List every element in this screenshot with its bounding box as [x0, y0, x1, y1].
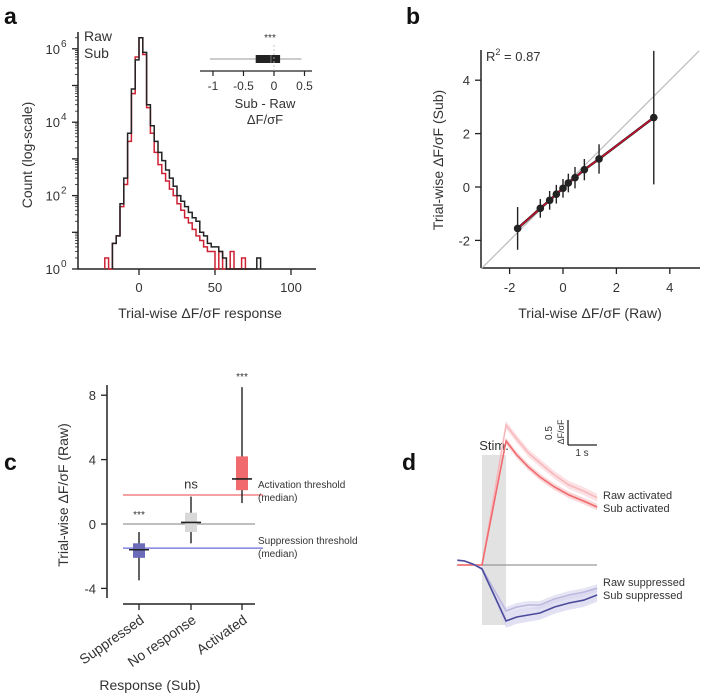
series-label: Raw activated: [603, 490, 672, 502]
threshold-label-median: (median): [258, 549, 297, 560]
r-squared-value: = 0.87: [500, 49, 540, 64]
inset-x-tick-label: 0.5: [296, 79, 313, 93]
panel-b-letter: b: [406, 3, 420, 29]
inset-x-tick-label: -1: [208, 79, 219, 93]
legend-raw: Raw: [84, 28, 113, 44]
data-point: [513, 224, 522, 233]
threshold-label-median: (median): [258, 493, 297, 504]
y-tick-label: 0: [463, 180, 470, 195]
trace-sub-suppressed: [457, 559, 598, 623]
x-tick-label: Activated: [193, 611, 249, 657]
panel-c-letter: c: [4, 449, 17, 475]
y-tick-label: 4: [463, 73, 470, 88]
y-tick-exponent: 6: [61, 39, 67, 50]
y-tick-label: 10: [46, 115, 60, 130]
threshold-label: Activation threshold: [258, 480, 345, 491]
x-tick-label: 0: [135, 280, 142, 295]
y-tick-label: 10: [46, 42, 60, 57]
y-tick-exponent: 4: [61, 112, 67, 123]
inset-box: [255, 55, 281, 63]
sem-band: [457, 560, 598, 628]
scalebar-y-unit: ΔF/σF: [556, 419, 566, 445]
x-axis-label: Trial-wise ΔF/σF response: [118, 305, 282, 321]
y-axis-label: Trial-wise ΔF/σF (Sub): [430, 90, 446, 230]
threshold-label: Suppression threshold: [258, 536, 358, 547]
x-tick-label: -2: [504, 280, 516, 295]
y-tick-label: 2: [463, 127, 470, 142]
trace-sub-activated: [457, 439, 598, 566]
sem-band: [457, 437, 598, 565]
histogram-sub: [104, 37, 250, 270]
data-point: [536, 204, 545, 213]
panel-d-letter: d: [402, 449, 416, 475]
y-tick-label: -2: [458, 233, 470, 248]
inset-x-label-unit: ΔF/σF: [247, 112, 283, 127]
inset-x-tick-label: 0: [271, 79, 278, 93]
series-label: Sub activated: [603, 503, 670, 515]
x-tick-label: 50: [208, 280, 222, 295]
y-tick-label: 0: [89, 517, 96, 532]
y-tick-label: 4: [89, 453, 96, 468]
box: [236, 456, 248, 491]
r-squared-exponent: 2: [495, 47, 500, 57]
x-axis-label: Response (Sub): [99, 677, 200, 693]
box: [133, 543, 145, 558]
y-tick-label: 10: [46, 262, 60, 277]
inset-significance: ***: [264, 33, 276, 44]
identity-line: [480, 50, 700, 270]
x-tick-label: 0: [559, 280, 566, 295]
scalebar-y-value: 0.5: [544, 426, 555, 440]
x-axis-label: Trial-wise ΔF/σF (Raw): [518, 305, 661, 321]
x-tick-label: 100: [280, 280, 302, 295]
data-point: [564, 179, 573, 187]
panel-a-letter: a: [4, 3, 17, 29]
y-tick-exponent: 0: [61, 259, 67, 270]
panel-b-scatter: -2 0 2 4 -2 0 2 4 Trial-wise ΔF/σF (Raw) Trial-wi…: [430, 47, 700, 321]
data-point: [595, 155, 603, 163]
histogram-raw: [111, 37, 262, 270]
series-label: Sub suppressed: [603, 590, 683, 602]
inset-x-tick-label: -0.5: [233, 79, 254, 93]
data-point: [571, 173, 579, 182]
scalebar-x-label: 1 s: [575, 448, 588, 459]
data-point: [545, 196, 554, 205]
data-point: [559, 184, 567, 193]
y-tick-exponent: 2: [61, 186, 67, 197]
data-point: [649, 113, 658, 122]
series-label: Raw suppressed: [603, 577, 685, 589]
y-axis-label: Count (log-scale): [19, 102, 35, 209]
significance-label: ns: [184, 477, 198, 492]
y-axis-label: Trial-wise ΔF/σF (Raw): [55, 423, 71, 566]
y-tick-label: 10: [46, 189, 60, 204]
r-squared-annotation: R2 = 0.87: [486, 47, 541, 64]
r-squared-label: R: [486, 49, 495, 64]
data-point: [552, 190, 561, 199]
significance-label: ***: [133, 510, 145, 521]
y-tick-label: -4: [84, 581, 96, 596]
legend-sub: Sub: [84, 45, 109, 61]
x-tick-label: 2: [613, 280, 620, 295]
sem-band: [457, 560, 598, 615]
inset-x-label: Sub - Raw: [235, 96, 296, 111]
panel-c-boxplot: -4 0 4 8 Activation threshold (median) Suppres…: [55, 372, 358, 693]
y-tick-label: 8: [89, 388, 96, 403]
sem-band: [457, 421, 598, 565]
x-tick-label: 4: [666, 280, 673, 295]
data-point: [580, 165, 589, 174]
significance-label: ***: [236, 372, 248, 383]
